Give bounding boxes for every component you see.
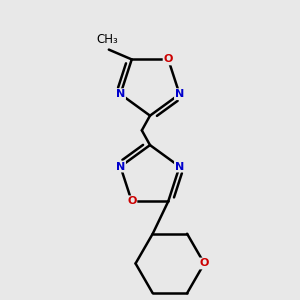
Text: N: N (116, 162, 125, 172)
Text: O: O (200, 259, 209, 269)
Text: O: O (127, 196, 136, 206)
Text: N: N (175, 162, 184, 172)
Text: N: N (175, 89, 184, 99)
Text: O: O (164, 54, 173, 64)
Text: CH₃: CH₃ (96, 33, 118, 46)
Text: N: N (116, 89, 125, 99)
